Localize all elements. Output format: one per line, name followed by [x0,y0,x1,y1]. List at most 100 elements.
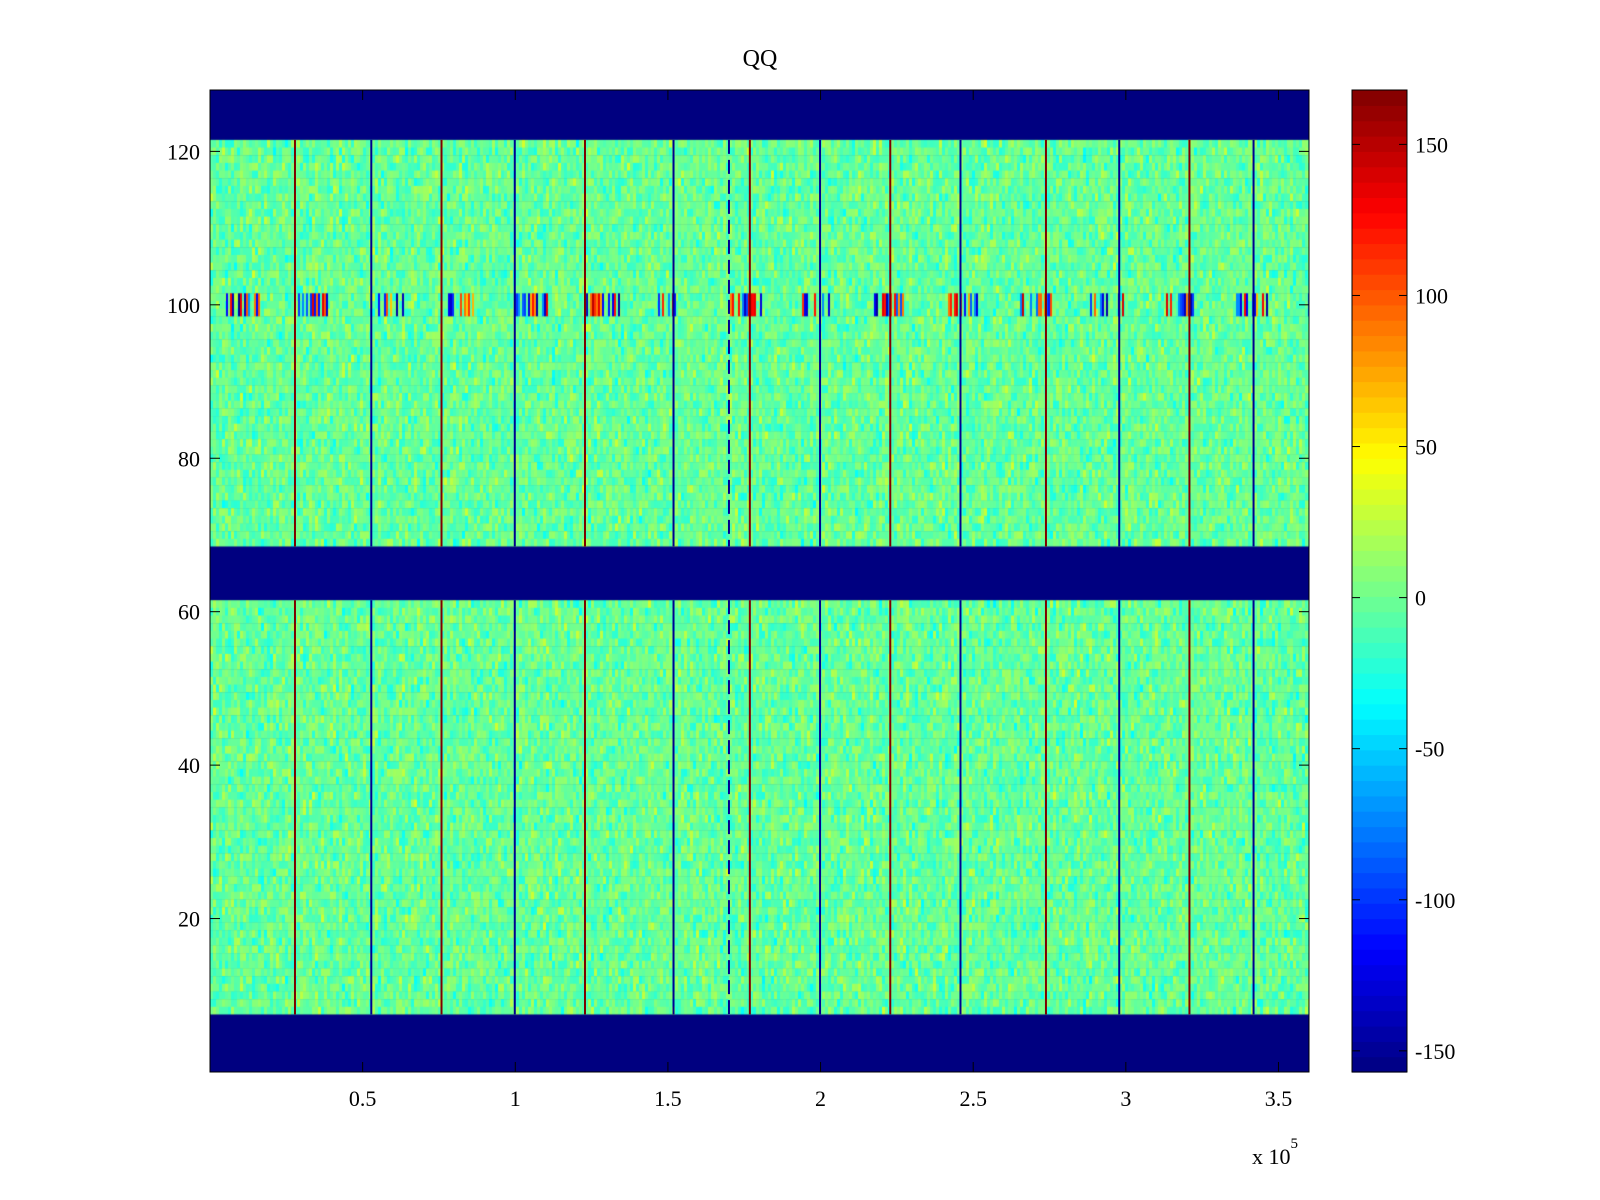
y-tick-label: 80 [178,446,200,471]
x-tick-label: 3.5 [1265,1086,1293,1111]
colorbar-step [1352,212,1407,229]
spike-line-8-0 [889,600,892,1015]
colorbar-step [1352,228,1407,245]
colorbar-step [1352,1041,1407,1058]
heatmap-cells [210,90,1309,1072]
colorbar-step [1352,795,1407,812]
colorbar-step [1352,488,1407,505]
colorbar-step [1352,596,1407,613]
axes-box [209,89,1310,1073]
spike-line-13-0 [1252,600,1255,1015]
colorbar-step [1352,565,1407,582]
spike-line-11-1 [1118,139,1121,547]
colorbar-step [1352,458,1407,475]
spike-line-8-1 [889,139,892,547]
colorbar: 150 100 50 0 -50 -100 -150 [1351,89,1455,1073]
chart-title: QQ [743,46,778,72]
x-exponent-power: 5 [1291,1136,1299,1152]
spike-line-0-0 [293,600,296,1015]
colorbar-step [1352,979,1407,996]
colorbar-step [1352,320,1407,337]
spike-line-2-1 [440,139,443,547]
y-tick-label: 20 [178,907,200,932]
spike-line-9-1 [959,139,962,547]
colorbar-step [1352,166,1407,183]
spike-line-5-1 [672,139,675,547]
x-exponent-base: x 10 [1252,1144,1291,1169]
spike-line-7-0 [819,600,822,1015]
colorbar-step [1352,335,1407,352]
colorbar-tick-label: 150 [1415,132,1448,157]
y-tick-label: 100 [167,293,200,318]
spike-line-12-0 [1188,600,1191,1015]
colorbar-step [1352,1010,1407,1027]
colorbar-tick-label: -150 [1415,1039,1455,1064]
spike-line-4-1 [583,139,586,547]
spike-line-11-0 [1118,600,1121,1015]
colorbar-step [1352,765,1407,782]
colorbar-step [1352,90,1407,106]
colorbar-step [1352,350,1407,367]
y-tick-label: 60 [178,600,200,625]
colorbar-step [1352,120,1407,137]
colorbar-tick-label: 100 [1415,283,1448,308]
colorbar-step [1352,304,1407,321]
colorbar-step [1352,611,1407,628]
y-tick-label: 120 [167,139,200,164]
colorbar-box [1351,89,1408,1073]
colorbar-step [1352,151,1407,168]
colorbar-step [1352,642,1407,659]
colorbar-step [1352,627,1407,643]
spike-line-6-0 [748,600,751,1015]
colorbar-step [1352,534,1407,551]
spike-line-3-0 [513,600,516,1015]
x-tick-label: 2 [815,1086,826,1111]
colorbar-step [1352,427,1407,444]
colorbar-step [1352,918,1407,935]
colorbar-step [1352,289,1407,306]
colorbar-step [1352,274,1407,291]
spike-line-1-0 [370,600,373,1015]
spike-line-12-1 [1188,139,1191,547]
x-exponent-label: x 105 [1252,1136,1298,1169]
colorbar-step [1352,105,1407,122]
colorbar-tick-label: 0 [1415,586,1426,611]
colorbar-step [1352,826,1407,843]
x-tick-label: 1.5 [654,1086,682,1111]
y-tick-label: 40 [178,753,200,778]
colorbar-step [1352,182,1407,199]
colorbar-step [1352,872,1407,889]
x-tick-label: 0.5 [349,1086,377,1111]
colorbar-step [1352,473,1407,490]
colorbar-step [1352,949,1407,966]
spike-line-2-0 [440,600,443,1015]
colorbar-step [1352,412,1407,429]
spike-line-6-1 [748,139,751,547]
colorbar-step [1352,719,1407,736]
colorbar-step [1352,519,1407,536]
axes: 0.5 1 1.5 2 2.5 3 3.5 20 40 60 80 100 120 [167,89,1310,1111]
colorbar-step [1352,243,1407,260]
colorbar-step [1352,688,1407,705]
colorbar-step [1352,995,1407,1012]
x-tick-label: 3 [1120,1086,1131,1111]
spike-line-3-1 [513,139,516,547]
colorbar-tick-label: -50 [1415,737,1444,762]
colorbar-step [1352,258,1407,275]
colorbar-step [1352,857,1407,874]
spike-line-13-1 [1252,139,1255,547]
colorbar-step [1352,734,1407,751]
colorbar-step [1352,811,1407,828]
colorbar-tick-label: 50 [1415,435,1437,460]
x-tick-label: 2.5 [959,1086,987,1111]
colorbar-step [1352,964,1407,981]
colorbar-step [1352,366,1407,383]
colorbar-step [1352,1025,1407,1042]
colorbar-step [1352,381,1407,398]
spike-line-7-1 [819,139,822,547]
spike-line-9-0 [959,600,962,1015]
colorbar-step [1352,780,1407,797]
heatmap-plot-area [210,90,1309,1072]
colorbar-step [1352,550,1407,567]
